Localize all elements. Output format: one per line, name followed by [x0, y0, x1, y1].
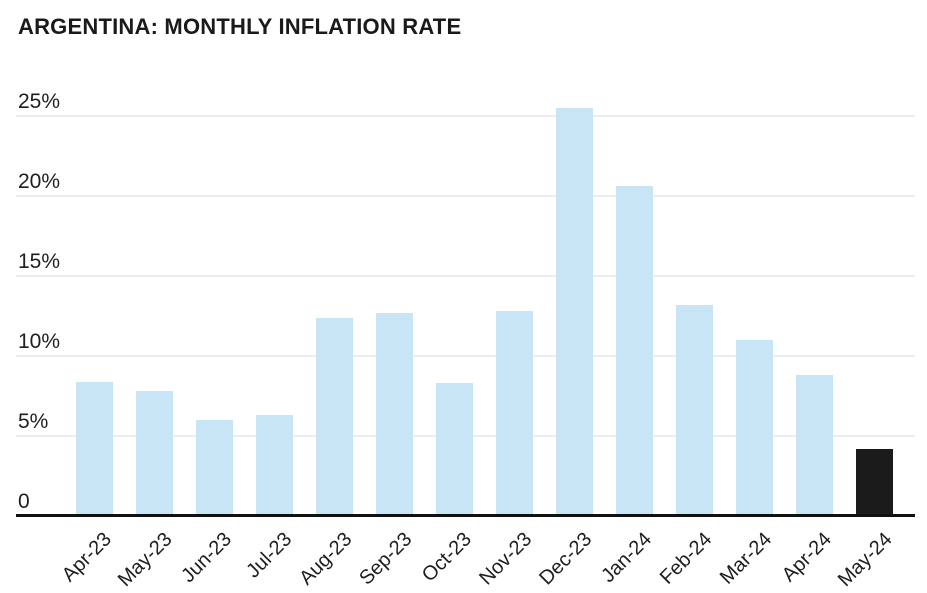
- bar-aug-23: [316, 317, 353, 516]
- bar-dec-23: [556, 108, 593, 516]
- x-tick-label: May-23: [113, 528, 177, 592]
- bar-jul-23: [256, 415, 293, 516]
- bar-sep-23: [376, 312, 413, 516]
- x-tick-label: Jun-23: [177, 528, 237, 588]
- bar-nov-23: [496, 311, 533, 516]
- x-tick-label: Feb-24: [655, 528, 717, 589]
- y-tick-label: 15%: [18, 250, 61, 273]
- x-tick-label: Jan-24: [597, 528, 657, 588]
- bar-may-23: [136, 391, 173, 516]
- x-tick-label: Aug-23: [295, 528, 357, 590]
- chart-title: ARGENTINA: MONTHLY INFLATION RATE: [18, 14, 462, 39]
- bars-container: [76, 108, 893, 516]
- x-tick-label: Sep-23: [355, 528, 417, 590]
- y-tick-label: 10%: [18, 330, 61, 353]
- x-tick-label: Oct-23: [418, 528, 477, 587]
- plot-area: 25% 20% 15% 10% 5% 0 Apr-23 May-23 Jun-23 Jul-23…: [16, 91, 915, 591]
- gridline: [16, 115, 915, 117]
- bar-jun-23: [196, 420, 233, 516]
- x-tick-label: Dec-23: [535, 528, 597, 590]
- gridline: [16, 355, 915, 357]
- gridline: [16, 195, 915, 197]
- y-tick-label: 0: [18, 490, 30, 513]
- bar-may-24: [856, 448, 893, 516]
- bar-mar-24: [736, 340, 773, 516]
- bar-apr-24: [796, 375, 833, 516]
- bar-feb-24: [676, 304, 713, 516]
- bar-oct-23: [436, 383, 473, 516]
- y-tick-label: 5%: [18, 410, 49, 433]
- x-tick-label: Jul-23: [242, 528, 297, 583]
- x-tick-label: Mar-24: [715, 528, 777, 589]
- x-tick-label: Apr-23: [58, 528, 117, 587]
- x-tick-label: Nov-23: [475, 528, 537, 590]
- bar-jan-24: [616, 186, 653, 516]
- y-tick-label: 25%: [18, 90, 61, 113]
- x-tick-label: Apr-24: [778, 528, 837, 587]
- bar-apr-23: [76, 381, 113, 516]
- gridline: [16, 275, 915, 277]
- x-tick-label: May-24: [833, 528, 897, 592]
- x-axis-line: [16, 514, 915, 517]
- y-tick-label: 20%: [18, 170, 61, 193]
